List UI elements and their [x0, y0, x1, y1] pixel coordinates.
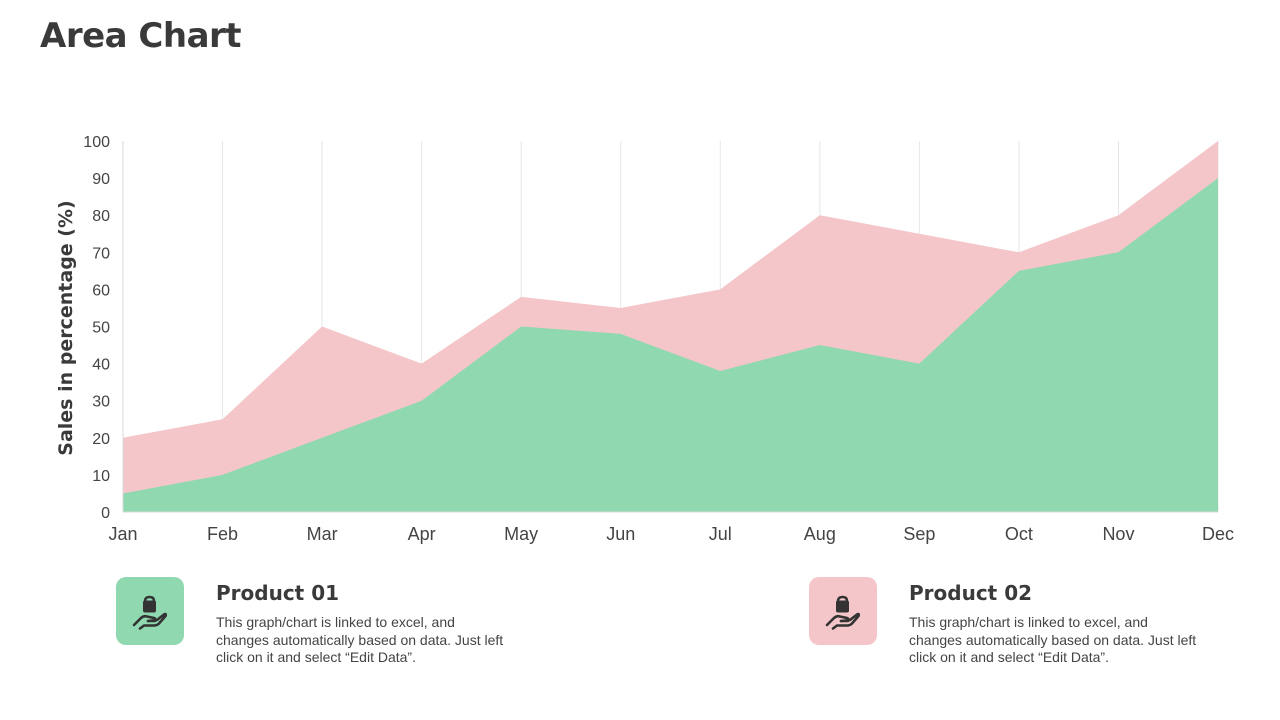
x-tick-label: Mar [307, 524, 338, 544]
area-chart: 0 10 20 30 40 50 60 70 80 90 100 Jan Feb Mar Apr May Jun… [55, 134, 1234, 544]
y-tick-label: 10 [92, 468, 110, 485]
product-description: This graph/chart is linked to excel, and… [909, 614, 1197, 665]
x-tick-label: Feb [207, 524, 238, 544]
y-tick-label: 70 [92, 245, 110, 262]
x-tick-label: Aug [804, 524, 836, 544]
y-axis-label: Sales in percentage (%) [55, 200, 77, 455]
page-title: Area Chart [40, 16, 242, 56]
chart-areas [123, 141, 1218, 512]
product-description: This graph/chart is linked to excel, and… [216, 614, 504, 665]
product-title: Product 02 [909, 581, 1033, 605]
hand-holding-bag-icon [132, 595, 168, 630]
y-tick-label: 90 [92, 171, 110, 188]
y-tick-label: 40 [92, 357, 110, 374]
x-tick-label: Nov [1102, 524, 1134, 544]
product-card-2: Product 02 This graph/chart is linked to… [809, 577, 1229, 677]
x-tick-label: Dec [1202, 524, 1234, 544]
area-series-2 [123, 178, 1218, 512]
y-tick-label: 0 [101, 505, 110, 522]
x-tick-label: Apr [408, 524, 436, 544]
x-tick-label: Jan [108, 524, 137, 544]
x-tick-label: May [504, 524, 538, 544]
product-icon-box [116, 577, 184, 645]
y-tick-label: 20 [92, 431, 110, 448]
hand-holding-bag-icon [825, 595, 861, 630]
product-icon-box [809, 577, 877, 645]
x-tick-label: Oct [1005, 524, 1033, 544]
y-tick-label: 60 [92, 282, 110, 299]
x-tick-label: Jun [606, 524, 635, 544]
y-tick-label: 30 [92, 394, 110, 411]
x-tick-label: Jul [709, 524, 732, 544]
x-tick-label: Sep [903, 524, 935, 544]
product-card-1: Product 01 This graph/chart is linked to… [116, 577, 536, 677]
y-tick-label: 80 [92, 208, 110, 225]
chart-axes: 0 10 20 30 40 50 60 70 80 90 100 Jan Feb Mar Apr May Jun… [83, 134, 1234, 544]
y-tick-label: 50 [92, 320, 110, 337]
product-title: Product 01 [216, 581, 340, 605]
y-tick-label: 100 [83, 134, 110, 151]
